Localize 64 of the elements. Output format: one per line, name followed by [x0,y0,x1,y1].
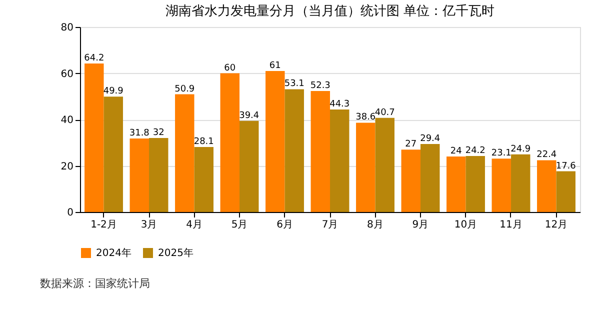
bar [84,64,104,212]
x-tick-label: 10月 [454,220,478,230]
data-label: 22.4 [536,150,557,160]
data-label: 52.3 [310,81,330,92]
bar [492,158,511,212]
bar [375,118,394,212]
y-tick-label: 40 [60,115,74,126]
data-label: 24.2 [465,146,486,156]
x-tick-label: 1-2月 [90,220,117,230]
data-label: 40.7 [374,108,395,118]
bar [510,154,530,212]
bar [240,120,259,212]
data-label: 27 [405,140,417,150]
bar [420,144,440,212]
bar [175,94,194,212]
legend-label: 2024年 [96,247,132,259]
bar [466,156,485,212]
x-tick-label: 4月 [186,220,202,230]
bar [284,89,304,212]
data-label: 29.4 [420,134,440,144]
bar [104,96,123,212]
data-label: 28.1 [194,137,214,148]
x-tick-label: 3月 [140,220,158,230]
bar [130,138,150,212]
data-label: 24.9 [510,144,531,154]
y-tick-label: 20 [60,161,74,172]
bar [220,73,240,212]
bar [194,147,214,212]
y-tick-label: 80 [60,22,74,34]
chart-title: 湖南省水力发电量分月（当月值）统计图 单位：亿千瓦时 [165,4,495,19]
bar [537,160,556,212]
bar [356,122,376,212]
data-label: 61 [269,60,281,71]
data-label: 50.9 [174,84,195,94]
x-tick-label: 12月 [544,220,568,230]
x-tick-label: 5月 [231,220,248,230]
data-label: 64.2 [84,54,104,64]
data-label: 53.1 [284,79,304,90]
bar [310,91,330,212]
bar [266,70,285,212]
x-tick-label: 8月 [367,220,384,230]
data-label: 49.9 [103,86,124,97]
bar [446,156,466,212]
x-tick-label: 6月 [276,220,293,230]
data-label: 38.6 [356,112,376,123]
data-label: 24 [450,146,462,156]
data-label: 23.1 [491,148,512,159]
y-tick-label: 60 [60,68,74,80]
bar [330,110,350,212]
data-label: 39.4 [239,110,260,121]
bar [401,150,420,212]
data-label: 31.8 [129,128,150,138]
legend-label: 2025年 [158,247,194,259]
x-tick-label: 7月 [322,220,338,230]
y-tick-label: 0 [67,208,74,218]
x-tick-label: 9月 [412,220,429,230]
data-label: 32 [152,128,164,138]
source-note: 数据来源：国家统计局 [40,277,150,290]
x-tick-label: 11月 [500,220,522,230]
bar [556,171,576,212]
bar [149,138,168,212]
data-label: 44.3 [330,100,350,110]
data-label: 60 [224,63,236,74]
data-label: 17.6 [556,161,576,172]
